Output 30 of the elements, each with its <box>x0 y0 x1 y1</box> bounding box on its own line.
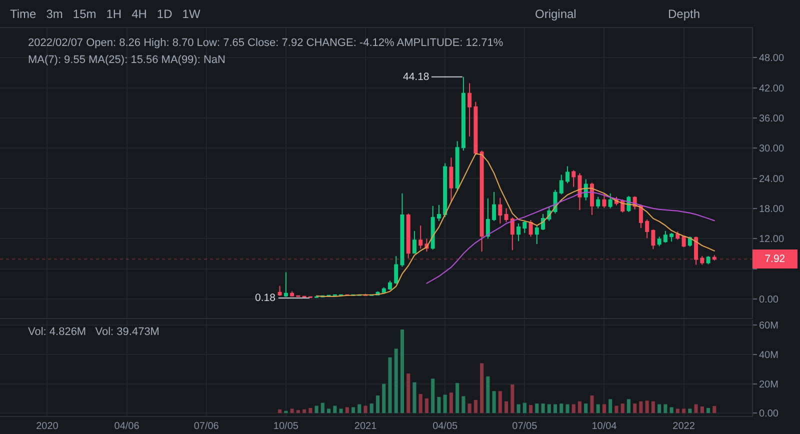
annotation: MA(7): 9.55 MA(25): 15.56 MA(99): NaN <box>28 54 226 66</box>
y-tick-label: 24.00 <box>759 174 784 185</box>
y-tick-label: 48.00 <box>759 53 784 64</box>
x-tick-label: 04/06 <box>114 421 140 432</box>
annotation: 0.18 <box>255 292 276 304</box>
text: Depth <box>668 7 700 21</box>
y-tick-label: 12.00 <box>759 234 784 246</box>
annotation: Vol: 4.826M Vol: 39.473M <box>28 326 160 338</box>
annotation: 2022/02/07 Open: 8.26 High: 8.70 Low: 7.65 Close: 7.92 CHANGE: -4.12% AMPLITUDE: 12.71% <box>28 37 504 49</box>
y-tick-label: 20M <box>759 379 778 390</box>
x-tick-label: 04/05 <box>432 421 458 432</box>
y-tick-label: 0.00 <box>759 294 779 306</box>
y-tick-label: 40M <box>759 350 778 361</box>
y-tick-label: 30.00 <box>759 144 784 155</box>
x-tick-label: 2022 <box>672 421 696 432</box>
ref-line-label: 7.92 <box>764 253 786 265</box>
x-tick-label: 10/04 <box>592 421 618 432</box>
x-tick-label: 2020 <box>36 421 59 432</box>
annotation: 44.18 <box>403 71 430 83</box>
text: Original <box>535 7 576 21</box>
x-tick-label: 07/05 <box>512 421 538 432</box>
x-tick-label: 07/06 <box>194 421 220 432</box>
y-tick-label: 42.00 <box>759 83 784 94</box>
x-tick-label: 2021 <box>354 421 378 432</box>
y-tick-label: 36.00 <box>759 113 784 124</box>
y-tick-label: 18.00 <box>759 204 784 215</box>
text: Time 3m 15m 1H 4H 1D 1W <box>10 7 201 21</box>
x-tick-label: 10/05 <box>273 421 299 432</box>
y-tick-label: 60M <box>759 320 778 332</box>
y-tick-label: 0.00 <box>759 408 779 420</box>
